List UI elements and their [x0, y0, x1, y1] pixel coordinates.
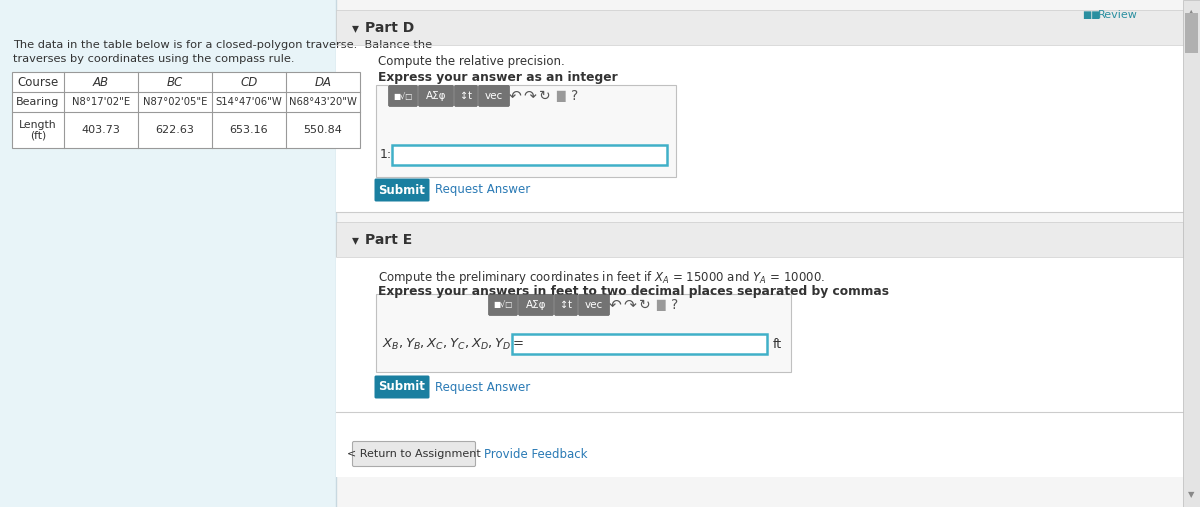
FancyBboxPatch shape [376, 85, 676, 177]
FancyBboxPatch shape [578, 295, 610, 315]
Text: ↕t: ↕t [460, 91, 472, 101]
FancyBboxPatch shape [12, 72, 360, 148]
FancyBboxPatch shape [374, 376, 430, 399]
Text: Request Answer: Request Answer [436, 380, 530, 393]
FancyBboxPatch shape [336, 0, 1200, 507]
Text: ↷: ↷ [624, 298, 636, 312]
Text: ↶: ↶ [608, 298, 622, 312]
Text: ▼: ▼ [1188, 490, 1195, 499]
FancyBboxPatch shape [1186, 13, 1198, 53]
Text: Bearing: Bearing [17, 97, 60, 107]
Text: Provide Feedback: Provide Feedback [484, 448, 588, 460]
Text: < Return to Assignment: < Return to Assignment [347, 449, 481, 459]
Text: vec: vec [584, 300, 604, 310]
Text: ↻: ↻ [539, 89, 551, 103]
FancyBboxPatch shape [554, 295, 577, 315]
FancyBboxPatch shape [336, 222, 1183, 257]
FancyBboxPatch shape [419, 86, 454, 106]
FancyBboxPatch shape [336, 10, 1183, 45]
Text: (ft): (ft) [30, 131, 46, 141]
FancyBboxPatch shape [0, 0, 336, 507]
Text: Part E: Part E [365, 233, 413, 247]
Text: Compute the preliminary coordinates in feet if $X_A$ = 15000 and $Y_A$ = 10000.: Compute the preliminary coordinates in f… [378, 269, 826, 286]
Text: ↶: ↶ [509, 89, 521, 103]
Text: Submit: Submit [378, 184, 426, 197]
Text: Express your answer as an integer: Express your answer as an integer [378, 71, 618, 84]
Text: CD: CD [240, 76, 258, 89]
Text: The data in the table below is for a closed-polygon traverse.  Balance the: The data in the table below is for a clo… [13, 40, 432, 50]
Text: ■■: ■■ [1082, 10, 1100, 20]
Text: 403.73: 403.73 [82, 125, 120, 135]
FancyBboxPatch shape [353, 442, 475, 466]
Text: Course: Course [17, 76, 59, 89]
Text: ■√□: ■√□ [394, 91, 413, 100]
Text: Submit: Submit [378, 380, 426, 393]
Text: Express your answers in feet to two decimal places separated by commas: Express your answers in feet to two deci… [378, 285, 889, 298]
Text: ■√□: ■√□ [493, 301, 512, 309]
Text: Part D: Part D [365, 21, 414, 35]
Text: AΣφ: AΣφ [526, 300, 546, 310]
Text: vec: vec [485, 91, 503, 101]
Text: ft: ft [773, 338, 782, 350]
FancyBboxPatch shape [479, 86, 510, 106]
Text: ↕t: ↕t [560, 300, 572, 310]
Text: █: █ [655, 300, 665, 311]
FancyBboxPatch shape [488, 295, 517, 315]
Text: AB: AB [94, 76, 109, 89]
FancyBboxPatch shape [1183, 0, 1200, 507]
Text: ▲: ▲ [1188, 8, 1195, 17]
Text: ▾: ▾ [352, 21, 359, 35]
Text: AΣφ: AΣφ [426, 91, 446, 101]
FancyBboxPatch shape [336, 257, 1183, 477]
FancyBboxPatch shape [374, 178, 430, 201]
Text: 622.63: 622.63 [156, 125, 194, 135]
Text: traverses by coordinates using the compass rule.: traverses by coordinates using the compa… [13, 54, 294, 64]
FancyBboxPatch shape [389, 86, 418, 106]
Text: DA: DA [314, 76, 331, 89]
FancyBboxPatch shape [518, 295, 553, 315]
Text: Review: Review [1098, 10, 1138, 20]
Text: ?: ? [571, 89, 578, 103]
Text: $X_B, Y_B, X_C, Y_C, X_D, Y_D =$: $X_B, Y_B, X_C, Y_C, X_D, Y_D =$ [382, 337, 524, 351]
Text: ↷: ↷ [523, 89, 536, 103]
Text: Compute the relative precision.: Compute the relative precision. [378, 55, 565, 68]
Text: S14°47'06"W: S14°47'06"W [216, 97, 282, 107]
Text: 1:: 1: [380, 149, 392, 162]
FancyBboxPatch shape [376, 294, 791, 372]
FancyBboxPatch shape [512, 334, 767, 354]
Text: ?: ? [671, 298, 679, 312]
Text: N68°43'20"W: N68°43'20"W [289, 97, 356, 107]
Text: 653.16: 653.16 [229, 125, 269, 135]
Text: N8°17'02"E: N8°17'02"E [72, 97, 130, 107]
Text: Length: Length [19, 120, 56, 130]
Text: ▾: ▾ [352, 233, 359, 247]
Text: 550.84: 550.84 [304, 125, 342, 135]
FancyBboxPatch shape [455, 86, 478, 106]
Text: █: █ [556, 90, 564, 101]
FancyBboxPatch shape [336, 45, 1183, 212]
Text: BC: BC [167, 76, 184, 89]
Text: Request Answer: Request Answer [436, 184, 530, 197]
Text: ↻: ↻ [640, 298, 650, 312]
Text: N87°02'05"E: N87°02'05"E [143, 97, 208, 107]
FancyBboxPatch shape [392, 145, 667, 165]
